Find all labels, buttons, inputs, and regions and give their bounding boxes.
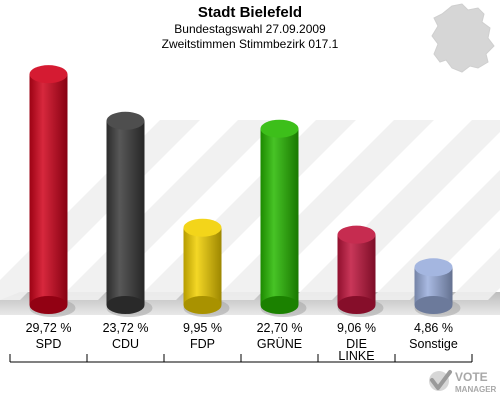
bar-fdp: [183, 218, 230, 317]
value-label: 29,72 %: [26, 321, 72, 335]
chart-title: Stadt Bielefeld: [198, 4, 302, 21]
bar-top: [260, 119, 299, 138]
bar-base: [337, 296, 376, 314]
bar-body: [183, 227, 222, 305]
bar-top: [337, 225, 376, 244]
logo-text-vote: VOTE: [455, 370, 488, 384]
bar-base: [183, 296, 222, 314]
chart-subtitle-date: Bundestagswahl 27.09.2009: [174, 22, 326, 36]
bar-base: [414, 296, 453, 314]
bar-sonstige: [414, 258, 461, 317]
votemanager-logo: VOTE MANAGER: [429, 370, 497, 394]
value-label: 9,95 %: [183, 321, 222, 335]
value-label: 23,72 %: [103, 321, 149, 335]
x-axis: [9, 354, 473, 363]
bar-cdu: [106, 111, 153, 317]
wall-stripe: [448, 248, 500, 300]
value-label: 9,06 %: [337, 321, 376, 335]
value-label: 4,86 %: [414, 321, 453, 335]
bar-base: [29, 296, 68, 314]
bar-top: [183, 218, 222, 237]
bar-top: [414, 258, 453, 277]
bar-top: [106, 111, 145, 130]
category-label: LINKE: [338, 349, 374, 363]
logo-text-manager: MANAGER: [455, 385, 497, 394]
bar-spd: [29, 65, 76, 317]
bar-body: [260, 128, 299, 305]
wall-stripe: [370, 170, 500, 300]
category-label: GRÜNE: [257, 337, 302, 351]
category-label: FDP: [190, 337, 215, 351]
bar-grüne: [260, 119, 307, 317]
germany-map-icon: [431, 3, 495, 73]
bars-group: [29, 65, 461, 317]
category-label: SPD: [36, 337, 62, 351]
labels-group: 29,72 % SPD 23,72 % CDU 9,95 % FDP 22,70 % GRÜN…: [26, 321, 458, 363]
bar-body: [337, 234, 376, 305]
category-label: DIE: [346, 337, 367, 351]
bar-top: [29, 65, 68, 84]
bar-base: [106, 296, 145, 314]
value-label: 22,70 %: [257, 321, 303, 335]
category-label: Sonstige: [409, 337, 458, 351]
bar-base: [260, 296, 299, 314]
category-label: CDU: [112, 337, 139, 351]
bar-body: [29, 74, 68, 305]
bar-body: [106, 120, 145, 306]
checkmark-icon: [429, 370, 452, 391]
bar-die-linke: [337, 225, 384, 317]
chart-subtitle-district: Zweitstimmen Stimmbezirk 017.1: [162, 37, 339, 51]
